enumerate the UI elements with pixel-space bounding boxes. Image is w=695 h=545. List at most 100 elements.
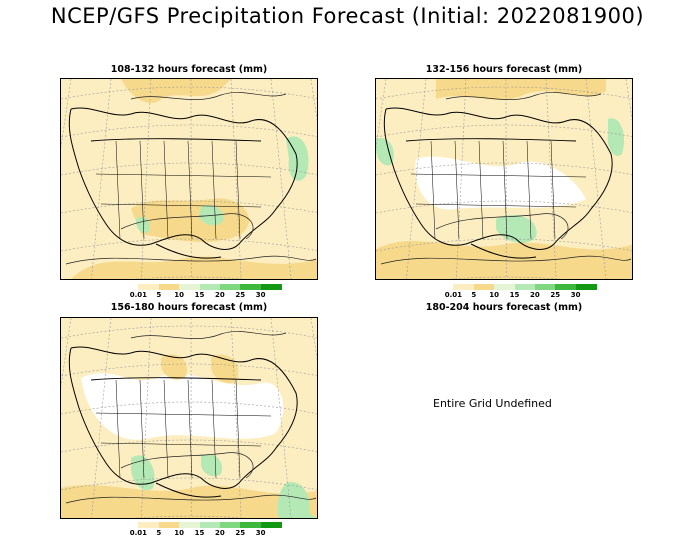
panel-title-1: 108-132 hours forecast (mm) [110, 64, 268, 75]
state-border [235, 140, 241, 240]
latitude-line [61, 401, 317, 415]
legend-panel-1: 0.01 5 10 15 20 25 30 [118, 284, 282, 302]
state-border [139, 140, 145, 240]
legend-swatch [118, 522, 139, 528]
state-border [187, 140, 193, 240]
state-border [95, 173, 272, 208]
legend-label: 0.01 [129, 529, 148, 537]
precip-contour [120, 213, 254, 240]
legend-panel-2: 0.01 5 10 15 20 25 30 [433, 284, 597, 302]
legend-label: 25 [235, 291, 246, 299]
latitude-line [61, 238, 317, 252]
state-border [211, 379, 217, 479]
legend-swatch [514, 284, 536, 290]
country-border [90, 138, 262, 142]
precip-area [436, 79, 606, 100]
state-border [502, 140, 508, 240]
legend-label: 0.01 [129, 291, 148, 299]
precip-area [211, 354, 239, 384]
coastline [68, 346, 298, 489]
precip-area [199, 204, 224, 226]
state-border [478, 140, 484, 240]
precip-map-graphic [61, 318, 317, 518]
precip-contour [435, 213, 569, 240]
latitude-line [376, 124, 632, 138]
legend-swatch [260, 284, 282, 290]
legend-label: 20 [530, 291, 540, 299]
legend-swatch [240, 284, 262, 290]
map-panel-1 [60, 78, 318, 280]
legend-swatch [575, 284, 597, 290]
state-border [139, 379, 145, 479]
legend-swatch [158, 284, 180, 290]
precip-contour [380, 255, 632, 265]
latitude-line [61, 200, 317, 214]
latitude-line [376, 238, 632, 252]
country-border [405, 138, 577, 142]
legend-label: 15 [194, 529, 205, 537]
state-border [163, 379, 169, 479]
legend-swatch [138, 522, 160, 528]
longitude-line [585, 79, 607, 279]
coastline [68, 107, 298, 250]
map-panel-2 [375, 78, 633, 280]
state-border [115, 140, 121, 240]
legend-swatch [138, 284, 160, 290]
legend-label: 20 [215, 529, 225, 537]
longitude-line [270, 318, 292, 518]
coastline [383, 107, 613, 250]
state-border [550, 140, 556, 240]
map-panel-3 [60, 317, 318, 519]
state-border [95, 412, 272, 447]
state-border [410, 173, 587, 208]
legend-label: 25 [235, 529, 246, 537]
legend-label: 20 [215, 291, 225, 299]
legend-color-bar [433, 284, 597, 290]
precip-area [415, 156, 586, 210]
latitude-line [133, 276, 247, 279]
latitude-line [376, 200, 632, 214]
latitude-line [376, 86, 632, 100]
legend-color-bar [118, 522, 282, 528]
precip-map-graphic [61, 79, 317, 279]
precip-area [131, 455, 155, 491]
latitude-line [61, 477, 317, 491]
precip-area [607, 118, 625, 156]
panel-title-3: 156-180 hours forecast (mm) [110, 302, 268, 313]
legend-swatch [179, 284, 200, 290]
precip-area [131, 198, 250, 242]
state-border [235, 379, 241, 479]
legend-color-bar [118, 284, 282, 290]
precip-area [71, 256, 317, 279]
latitude-line [61, 439, 317, 453]
precip-area [201, 454, 223, 477]
longitude-line [270, 79, 292, 279]
legend-swatch [534, 284, 556, 290]
latitude-line [61, 325, 317, 339]
legend-swatch [494, 284, 515, 290]
gulf-coast [155, 243, 222, 259]
legend-label: 10 [489, 291, 499, 299]
legend-label: 5 [156, 291, 162, 299]
precip-contour [65, 255, 317, 265]
legend-swatch [199, 284, 221, 290]
longitude-line [545, 79, 557, 279]
legend-swatch [158, 522, 180, 528]
latitude-line [133, 515, 247, 518]
legend-swatch [240, 522, 262, 528]
legend-swatch [555, 284, 577, 290]
precip-map-graphic [376, 79, 632, 279]
precip-area [161, 354, 187, 380]
precip-contour [445, 92, 602, 100]
legend-swatch [260, 522, 282, 528]
precip-contour [65, 494, 317, 504]
longitude-line [230, 79, 242, 279]
precip-contour [120, 452, 254, 479]
state-border [430, 140, 436, 240]
legend-label: 10 [174, 291, 184, 299]
legend-swatch [118, 284, 139, 290]
legend-label: 15 [194, 291, 205, 299]
panel-title-2: 132-156 hours forecast (mm) [425, 64, 583, 75]
precip-area [61, 79, 317, 151]
legend-label: 30 [255, 529, 266, 537]
